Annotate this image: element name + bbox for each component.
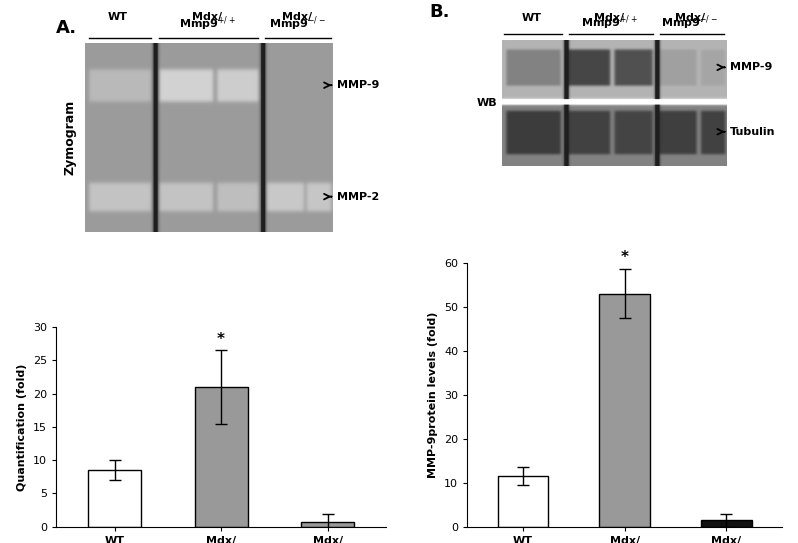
Bar — [701, 520, 752, 527]
Text: MMP-9: MMP-9 — [730, 62, 772, 72]
Text: B.: B. — [429, 3, 450, 21]
Text: Mmp9$^{-/-}$: Mmp9$^{-/-}$ — [269, 15, 326, 33]
Text: WB: WB — [476, 98, 497, 108]
Text: Mmp9$^{-/-}$: Mmp9$^{-/-}$ — [662, 14, 718, 32]
Text: WT: WT — [108, 12, 128, 22]
Y-axis label: MMP-9protein levels (fold): MMP-9protein levels (fold) — [429, 312, 438, 478]
Text: MMP-2: MMP-2 — [337, 192, 379, 201]
Y-axis label: Quantification (fold): Quantification (fold) — [17, 363, 27, 491]
Bar — [301, 522, 354, 527]
Text: *: * — [621, 250, 629, 265]
Bar — [88, 470, 141, 527]
Text: Mmp9$^{+/+}$: Mmp9$^{+/+}$ — [179, 15, 235, 33]
Text: Zymogram: Zymogram — [63, 99, 77, 175]
Text: MMP-9: MMP-9 — [337, 80, 379, 90]
Text: Mdx/: Mdx/ — [595, 12, 625, 23]
Text: Mmp9$^{+/+}$: Mmp9$^{+/+}$ — [581, 14, 638, 32]
Bar — [195, 387, 248, 527]
Text: Tubulin: Tubulin — [730, 127, 776, 137]
Text: *: * — [217, 332, 225, 347]
Text: A.: A. — [56, 19, 77, 37]
Bar — [599, 294, 650, 527]
Text: Mdx/: Mdx/ — [674, 12, 705, 23]
Bar — [498, 476, 548, 527]
Text: Mdx/: Mdx/ — [282, 12, 312, 22]
Text: Mdx/: Mdx/ — [192, 12, 222, 22]
Text: WT: WT — [522, 12, 542, 23]
